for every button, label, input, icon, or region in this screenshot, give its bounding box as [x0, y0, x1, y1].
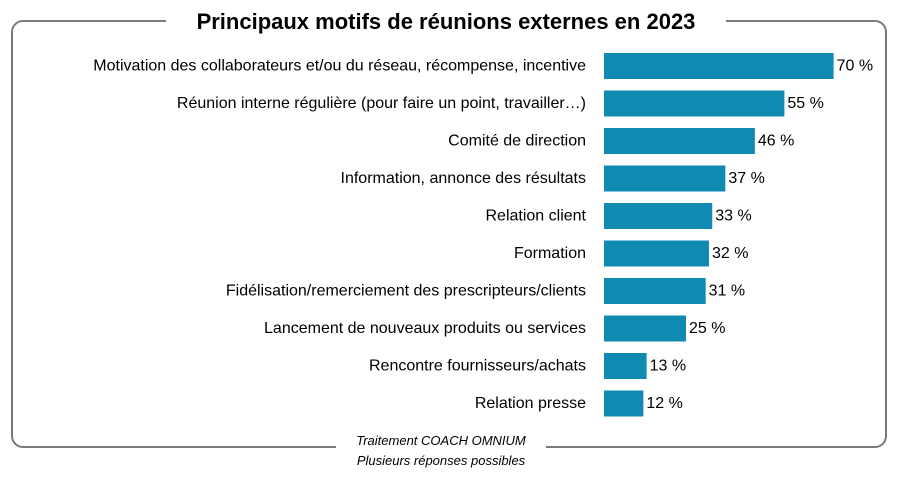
value-label: 13 % [650, 358, 686, 375]
category-label: Comité de direction [448, 133, 586, 150]
category-label: Relation client [486, 208, 587, 225]
chart-title: Principaux motifs de réunions externes e… [166, 4, 726, 40]
bar [604, 165, 726, 192]
value-label: 12 % [646, 395, 682, 412]
value-label: 33 % [715, 208, 751, 225]
category-label: Rencontre fournisseurs/achats [369, 358, 586, 375]
source-note: Traitement COACH OMNIUM [356, 433, 526, 448]
value-label: 37 % [728, 170, 764, 187]
bar [604, 315, 686, 342]
bar [604, 390, 644, 417]
bar [604, 278, 706, 304]
bar [604, 90, 785, 117]
category-label: Formation [514, 245, 586, 262]
category-label: Lancement de nouveaux produits ou servic… [264, 320, 586, 337]
value-label: 70 % [837, 58, 873, 75]
bar [604, 353, 647, 379]
chart-footer: Traitement COACH OMNIUM Plusieurs répons… [336, 431, 546, 471]
value-label: 25 % [689, 320, 725, 337]
value-label: 31 % [709, 283, 745, 300]
category-label: Fidélisation/remerciement des prescripte… [226, 283, 586, 300]
bar [604, 203, 713, 229]
value-label: 46 % [758, 133, 794, 150]
category-label: Réunion interne régulière (pour faire un… [177, 95, 586, 112]
bar [604, 53, 834, 79]
bar [604, 128, 755, 154]
value-label: 32 % [712, 245, 748, 262]
value-label: 55 % [787, 95, 823, 112]
category-label: Relation presse [475, 395, 586, 412]
responses-note: Plusieurs réponses possibles [356, 453, 526, 468]
category-label: Information, annonce des résultats [341, 170, 586, 187]
bar [604, 240, 709, 267]
category-label: Motivation des collaborateurs et/ou du r… [93, 58, 586, 75]
